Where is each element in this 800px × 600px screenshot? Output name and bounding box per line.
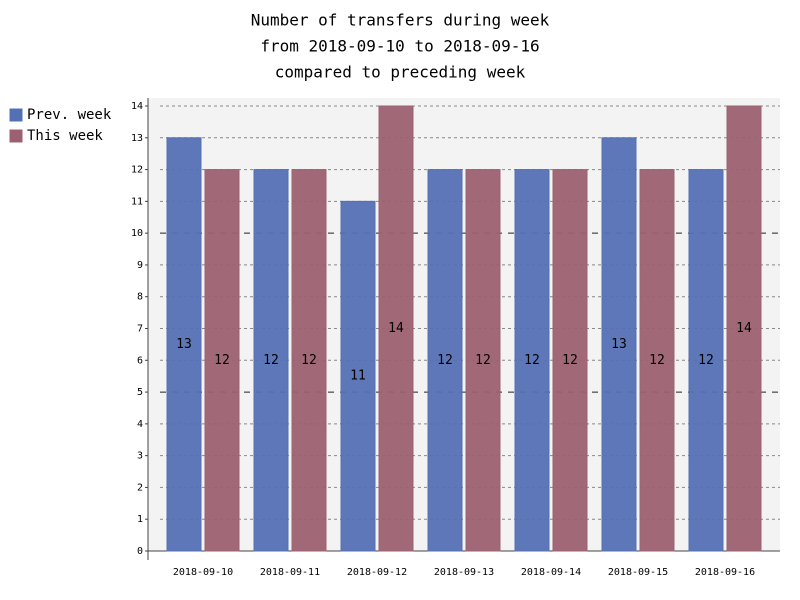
y-tick-label: 7 — [137, 324, 143, 335]
value-label: 13 — [176, 337, 192, 352]
value-label: 14 — [388, 321, 404, 336]
bar — [378, 105, 414, 552]
value-label: 12 — [524, 353, 540, 368]
y-tick-label: 5 — [137, 387, 143, 398]
y-tick-label: 0 — [137, 546, 143, 557]
y-tick-label: 1 — [137, 514, 143, 525]
bar — [552, 169, 588, 552]
bar — [465, 169, 501, 552]
y-tick-label: 14 — [131, 101, 143, 112]
y-tick-label: 11 — [131, 196, 143, 207]
bar — [514, 169, 550, 552]
value-label: 12 — [475, 353, 491, 368]
bar — [726, 105, 762, 552]
y-tick-label: 12 — [131, 165, 143, 176]
chart-title: Number of transfers during week — [251, 11, 550, 30]
bar — [639, 169, 675, 552]
bar — [340, 200, 376, 552]
plot-area — [148, 98, 780, 551]
x-tick-label: 2018-09-12 — [347, 567, 407, 578]
value-label: 11 — [350, 369, 366, 384]
value-label: 12 — [562, 353, 578, 368]
y-tick-label: 13 — [131, 133, 143, 144]
x-tick-label: 2018-09-16 — [695, 567, 755, 578]
value-label: 12 — [649, 353, 665, 368]
y-tick-label: 9 — [137, 260, 143, 271]
value-label: 12 — [698, 353, 714, 368]
value-label: 12 — [301, 353, 317, 368]
y-tick-label: 10 — [131, 228, 143, 239]
y-tick-label: 8 — [137, 292, 143, 303]
value-label: 12 — [437, 353, 453, 368]
legend-swatch — [9, 129, 23, 143]
x-tick-label: 2018-09-13 — [434, 567, 494, 578]
chart-title: from 2018-09-10 to 2018-09-16 — [260, 37, 539, 56]
bar — [688, 169, 724, 552]
value-label: 12 — [214, 353, 230, 368]
legend-swatch — [9, 108, 23, 122]
x-tick-label: 2018-09-10 — [173, 567, 233, 578]
value-label: 12 — [263, 353, 279, 368]
bar — [427, 169, 463, 552]
y-tick-label: 4 — [137, 419, 143, 430]
legend-label: This week — [27, 128, 103, 144]
value-label: 14 — [736, 321, 752, 336]
chart-title: compared to preceding week — [275, 63, 526, 82]
bar — [291, 169, 327, 552]
bar — [601, 137, 637, 552]
y-tick-label: 6 — [137, 355, 143, 366]
bar — [166, 137, 202, 552]
legend-label: Prev. week — [27, 107, 112, 123]
x-tick-label: 2018-09-15 — [608, 567, 668, 578]
y-tick-label: 3 — [137, 451, 143, 462]
y-tick-label: 2 — [137, 482, 143, 493]
value-label: 13 — [611, 337, 627, 352]
bar — [204, 169, 240, 552]
x-tick-label: 2018-09-14 — [521, 567, 581, 578]
x-tick-label: 2018-09-11 — [260, 567, 320, 578]
bar — [253, 169, 289, 552]
